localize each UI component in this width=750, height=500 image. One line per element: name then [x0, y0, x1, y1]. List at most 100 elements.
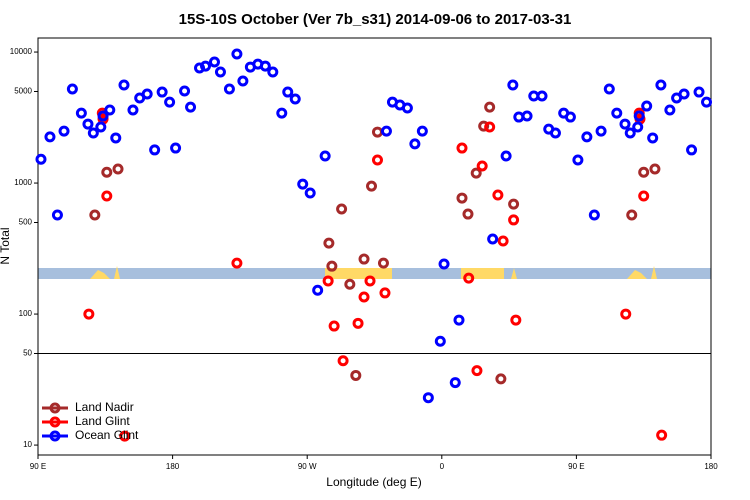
- land-band: [38, 266, 711, 279]
- point: [484, 101, 496, 113]
- x-tick-label: 180: [704, 462, 718, 471]
- band-land: [651, 266, 657, 279]
- point: [508, 214, 520, 226]
- point: [371, 126, 383, 138]
- point: [276, 107, 288, 119]
- point: [179, 85, 191, 97]
- point: [619, 118, 631, 130]
- legend-marker: [49, 402, 61, 414]
- point: [118, 79, 130, 91]
- y-tick-label: 50: [23, 349, 32, 358]
- band-land: [114, 266, 120, 279]
- point: [83, 308, 95, 320]
- point: [510, 314, 522, 326]
- point: [626, 209, 638, 221]
- plot-frame: [37, 37, 712, 456]
- point: [513, 111, 525, 123]
- point: [358, 253, 370, 265]
- point: [328, 320, 340, 332]
- point: [97, 110, 109, 122]
- point: [379, 287, 391, 299]
- point: [588, 209, 600, 221]
- point: [564, 111, 576, 123]
- point: [620, 308, 632, 320]
- legend-marker: [49, 416, 61, 428]
- point: [401, 102, 413, 114]
- y-tick-label: 500: [19, 218, 33, 227]
- point: [344, 278, 356, 290]
- legend-label: Ocean Glint: [75, 428, 139, 442]
- point: [350, 369, 362, 381]
- point: [647, 132, 659, 144]
- point: [624, 127, 636, 139]
- point: [449, 377, 461, 389]
- point: [434, 335, 446, 347]
- point: [82, 118, 94, 130]
- point: [476, 160, 488, 172]
- point: [326, 260, 338, 272]
- point: [337, 355, 349, 367]
- point: [304, 187, 316, 199]
- point: [478, 120, 490, 132]
- point: [462, 208, 474, 220]
- point: [678, 88, 690, 100]
- chart-title: 15S-10S October (Ver 7b_s31) 2014-09-06 …: [179, 11, 572, 28]
- y-axis-label: N Total: [0, 227, 12, 264]
- point: [656, 429, 668, 441]
- x-tick-label: 180: [166, 462, 180, 471]
- point: [500, 150, 512, 162]
- point: [492, 189, 504, 201]
- point: [208, 56, 220, 68]
- band-land: [627, 270, 647, 279]
- point: [438, 258, 450, 270]
- point: [409, 138, 421, 150]
- point: [149, 144, 161, 156]
- point: [686, 144, 698, 156]
- point: [633, 110, 645, 122]
- legend-label: Land Nadir: [75, 400, 134, 414]
- point: [104, 104, 116, 116]
- point: [58, 125, 70, 137]
- point: [638, 166, 650, 178]
- point: [581, 131, 593, 143]
- point: [119, 430, 131, 442]
- point: [312, 284, 324, 296]
- point: [282, 86, 294, 98]
- y-tick-label: 10000: [10, 47, 33, 56]
- point: [701, 96, 713, 108]
- point: [214, 66, 226, 78]
- point: [422, 392, 434, 404]
- band-land: [90, 270, 110, 279]
- point: [66, 83, 78, 95]
- point: [223, 83, 235, 95]
- point: [87, 127, 99, 139]
- point: [595, 125, 607, 137]
- point: [164, 96, 176, 108]
- point: [200, 60, 212, 72]
- point: [416, 125, 428, 137]
- x-tick-label: 90 W: [298, 462, 317, 471]
- y-tick-label: 5000: [14, 87, 32, 96]
- point: [352, 317, 364, 329]
- point: [267, 66, 279, 78]
- point: [649, 163, 661, 175]
- point: [364, 275, 376, 287]
- point: [51, 209, 63, 221]
- point: [322, 275, 334, 287]
- point: [112, 163, 124, 175]
- point: [638, 190, 650, 202]
- point: [110, 132, 122, 144]
- point: [664, 104, 676, 116]
- point: [95, 121, 107, 133]
- point: [456, 192, 468, 204]
- band-land: [461, 268, 504, 279]
- point: [508, 198, 520, 210]
- point: [44, 131, 56, 143]
- point: [456, 142, 468, 154]
- point: [521, 110, 533, 122]
- point: [484, 121, 496, 133]
- point: [259, 60, 271, 72]
- y-tick-label: 1000: [14, 178, 32, 187]
- band-land: [325, 268, 392, 279]
